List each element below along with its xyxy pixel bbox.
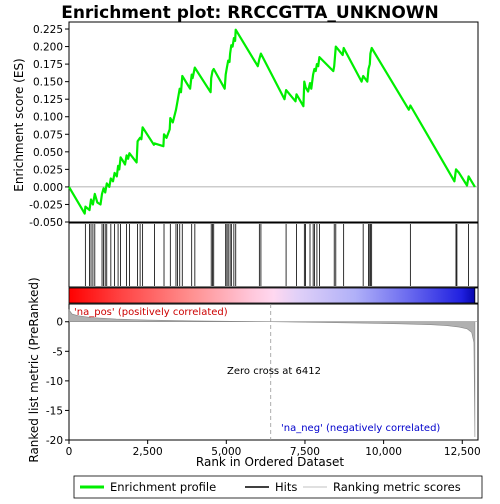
x-tick-label: 5,000 [211,446,241,458]
ranking-colorbar [68,287,479,304]
metric-y-tick-label: 0 [56,317,63,329]
ranking-metric-area [68,308,476,438]
es-y-tick-label: 0.175 [33,59,63,71]
es-plot-frame [68,21,479,223]
es-y-tick-label: -0.050 [29,217,63,229]
es-y-tick-label: 0.050 [33,147,63,159]
x-axis-label: Rank in Ordered Dataset [196,455,344,469]
enrichment-score-panel: -0.050 -0.025 0.000 0.025 0.050 0.075 0.100 0.1… [29,21,479,229]
colorbar-rect [68,287,479,304]
positive-label: 'na_pos' (positively correlated) [74,307,228,318]
es-y-tick-label: 0.100 [33,112,63,124]
x-tick-label: 12,500 [444,446,481,458]
x-axis: 0 2,500 5,000 7,500 10,000 12,500 [66,440,481,458]
negative-label: 'na_neg' (negatively correlated) [281,423,440,434]
legend-box [73,475,483,499]
legend-entry-label: Ranking metric scores [333,480,461,494]
x-tick-label: 0 [66,446,73,458]
metric-y-tick-label: -15 [46,405,63,417]
metric-y-axis-label: Ranked list metric (PreRanked) [27,277,41,462]
legend: Enrichment profile Hits Ranking metric sco… [73,475,483,499]
x-tick-label: 7,500 [290,446,320,458]
legend-entry-label: Hits [275,480,297,494]
es-y-tick-label: 0.000 [33,182,63,194]
es-y-axis-label: Enrichment score (ES) [12,58,26,191]
ranked-metric-panel: 0 -5 -10 -15 -20 [46,303,479,447]
zero-cross-label: Zero cross at 6412 [227,366,321,377]
chart-title: Enrichment plot: RRCCGTTA_UNKNOWN [61,3,439,23]
hits-frame [68,222,479,288]
es-y-tick-label: 0.125 [33,94,63,106]
es-y-tick-label: 0.225 [33,24,63,36]
x-tick-label: 2,500 [133,446,163,458]
hits-panel [68,222,479,288]
enrichment-profile-line [68,28,476,215]
es-y-tick-label: -0.025 [29,199,63,211]
es-y-tick-label: 0.025 [33,164,63,176]
legend-entry-label: Enrichment profile [110,480,216,494]
es-y-tick-label: 0.200 [33,42,63,54]
es-y-tick-label: 0.150 [33,77,63,89]
x-tick-label: 10,000 [365,446,402,458]
colorbar-end [474,287,479,304]
metric-y-tick-label: -5 [53,346,63,358]
es-y-tick-label: 0.075 [33,129,63,141]
metric-y-tick-label: -20 [46,435,63,447]
metric-plot-frame [68,303,479,441]
metric-y-tick-label: -10 [46,376,63,388]
